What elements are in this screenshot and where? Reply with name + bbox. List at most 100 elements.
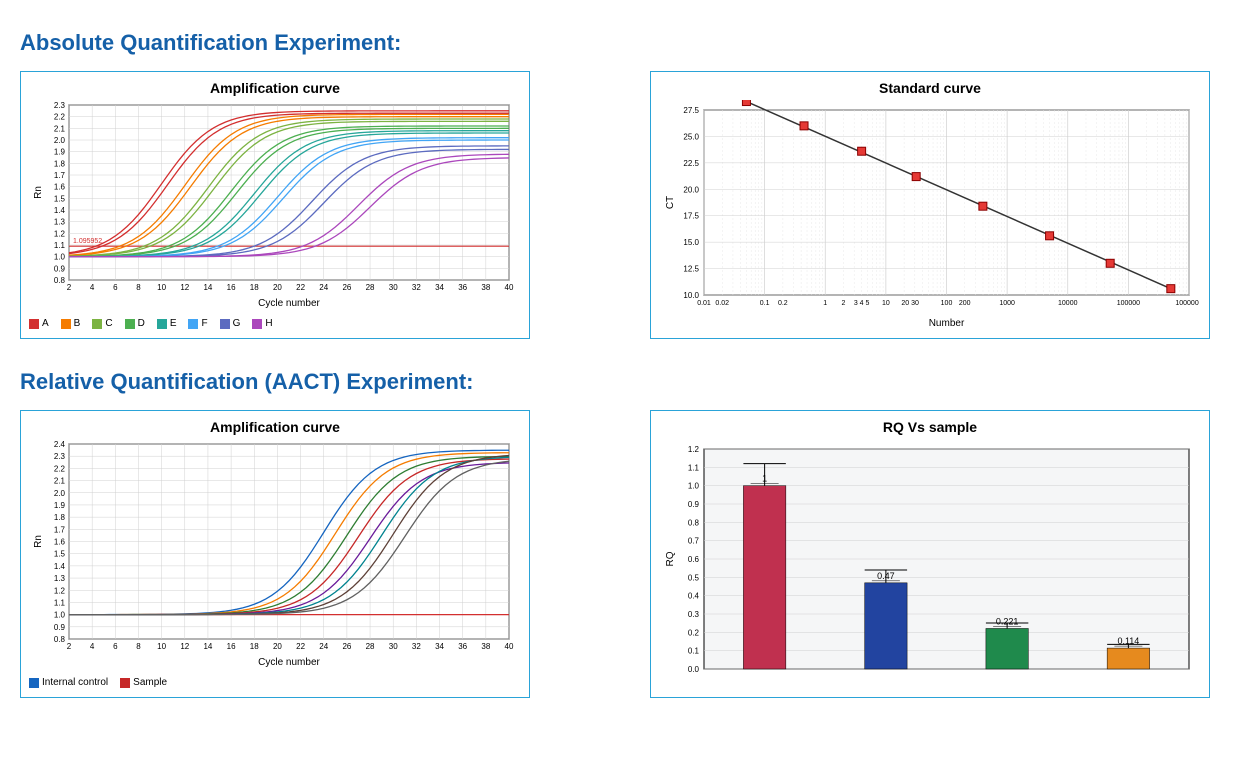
svg-text:25.0: 25.0 xyxy=(683,132,699,141)
legend-swatch xyxy=(29,678,39,688)
svg-text:1.6: 1.6 xyxy=(54,183,66,192)
svg-text:1.3: 1.3 xyxy=(54,218,66,227)
svg-text:0.114: 0.114 xyxy=(1117,636,1139,646)
legend-swatch xyxy=(125,319,135,329)
svg-text:2.1: 2.1 xyxy=(54,477,66,486)
svg-text:1: 1 xyxy=(762,474,767,484)
legend-swatch xyxy=(61,319,71,329)
svg-text:2.2: 2.2 xyxy=(54,464,66,473)
svg-text:0.7: 0.7 xyxy=(688,537,700,546)
legend-label: H xyxy=(265,318,272,329)
svg-text:10: 10 xyxy=(157,642,166,651)
svg-text:1.5: 1.5 xyxy=(54,550,66,559)
legend-label: E xyxy=(170,318,177,329)
amp1-legend: ABCDEFGH xyxy=(29,318,521,329)
svg-text:30: 30 xyxy=(389,283,398,292)
svg-text:27.5: 27.5 xyxy=(683,106,699,115)
svg-text:Rn: Rn xyxy=(33,186,44,199)
amp1-title: Amplification curve xyxy=(29,80,521,96)
svg-text:2.0: 2.0 xyxy=(54,136,66,145)
svg-text:4: 4 xyxy=(90,283,95,292)
svg-text:14: 14 xyxy=(203,283,212,292)
legend-item: Sample xyxy=(120,677,167,688)
svg-text:1.7: 1.7 xyxy=(54,525,66,534)
svg-text:1000: 1000 xyxy=(999,300,1015,307)
svg-text:32: 32 xyxy=(412,283,421,292)
svg-text:24: 24 xyxy=(319,283,328,292)
svg-text:1.9: 1.9 xyxy=(54,501,66,510)
svg-text:16: 16 xyxy=(227,642,236,651)
svg-text:2.4: 2.4 xyxy=(54,440,66,449)
amp2-chart: 0.80.91.01.11.21.31.41.51.61.71.81.92.02… xyxy=(29,439,519,669)
svg-text:1.1: 1.1 xyxy=(54,598,66,607)
svg-text:0.5: 0.5 xyxy=(688,573,700,582)
svg-text:8: 8 xyxy=(136,642,141,651)
legend-swatch xyxy=(29,319,39,329)
svg-text:Rn: Rn xyxy=(33,535,44,548)
svg-text:22: 22 xyxy=(296,283,305,292)
svg-text:2.0: 2.0 xyxy=(54,489,66,498)
legend-swatch xyxy=(120,678,130,688)
legend-label: F xyxy=(201,318,207,329)
panel-amp1: Amplification curve 0.80.91.01.11.21.31.… xyxy=(20,71,530,339)
svg-text:28: 28 xyxy=(366,283,375,292)
svg-text:4: 4 xyxy=(90,642,95,651)
svg-text:200: 200 xyxy=(959,300,971,307)
svg-text:1.1: 1.1 xyxy=(54,241,66,250)
svg-text:0.9: 0.9 xyxy=(688,500,700,509)
svg-text:2.3: 2.3 xyxy=(54,452,66,461)
svg-text:0.9: 0.9 xyxy=(54,264,66,273)
svg-text:1.8: 1.8 xyxy=(54,159,66,168)
svg-text:34: 34 xyxy=(435,283,444,292)
svg-text:0.6: 0.6 xyxy=(688,555,700,564)
svg-text:1.6: 1.6 xyxy=(54,538,66,547)
svg-text:6: 6 xyxy=(113,283,118,292)
legend-item: C xyxy=(92,318,112,329)
svg-text:36: 36 xyxy=(458,642,467,651)
svg-text:RQ: RQ xyxy=(665,551,676,566)
legend-swatch xyxy=(157,319,167,329)
legend-swatch xyxy=(188,319,198,329)
svg-text:12.5: 12.5 xyxy=(683,265,699,274)
svg-text:100: 100 xyxy=(941,300,953,307)
rq-title: RQ Vs sample xyxy=(659,419,1201,435)
svg-text:0.0: 0.0 xyxy=(688,665,700,674)
svg-text:1.0: 1.0 xyxy=(54,611,66,620)
svg-text:0.2: 0.2 xyxy=(778,300,788,307)
section2-title: Relative Quantification (AACT) Experimen… xyxy=(20,369,1225,395)
svg-text:100000: 100000 xyxy=(1117,300,1140,307)
svg-text:1.2: 1.2 xyxy=(54,229,66,238)
svg-text:1.1: 1.1 xyxy=(688,463,700,472)
svg-text:10000: 10000 xyxy=(1058,300,1078,307)
std-chart: 10.012.515.017.520.022.525.027.50.010.02… xyxy=(659,100,1199,330)
svg-text:1.5: 1.5 xyxy=(54,194,66,203)
svg-text:30: 30 xyxy=(389,642,398,651)
legend-item: F xyxy=(188,318,207,329)
svg-text:26: 26 xyxy=(342,642,351,651)
svg-text:22: 22 xyxy=(296,642,305,651)
legend-swatch xyxy=(92,319,102,329)
svg-text:Cycle number: Cycle number xyxy=(258,657,320,668)
svg-text:32: 32 xyxy=(412,642,421,651)
rq-chart: 0.00.10.20.30.40.50.60.70.80.91.01.11.21… xyxy=(659,439,1199,689)
svg-text:36: 36 xyxy=(458,283,467,292)
svg-text:1.4: 1.4 xyxy=(54,562,66,571)
legend-item: B xyxy=(61,318,81,329)
svg-text:18: 18 xyxy=(250,283,259,292)
svg-text:0.4: 0.4 xyxy=(688,592,700,601)
legend-item: E xyxy=(157,318,177,329)
svg-text:40: 40 xyxy=(505,283,514,292)
svg-text:0.1: 0.1 xyxy=(760,300,770,307)
svg-text:2: 2 xyxy=(67,642,72,651)
svg-text:1.2: 1.2 xyxy=(54,586,66,595)
svg-text:15.0: 15.0 xyxy=(683,238,699,247)
svg-text:2: 2 xyxy=(67,283,72,292)
svg-text:24: 24 xyxy=(319,642,328,651)
svg-text:0.02: 0.02 xyxy=(715,300,729,307)
svg-text:12: 12 xyxy=(180,642,189,651)
svg-text:6: 6 xyxy=(113,642,118,651)
svg-text:0.2: 0.2 xyxy=(688,628,700,637)
svg-text:Number: Number xyxy=(929,318,965,329)
svg-text:0.221: 0.221 xyxy=(996,616,1019,626)
svg-text:20.0: 20.0 xyxy=(683,185,699,194)
